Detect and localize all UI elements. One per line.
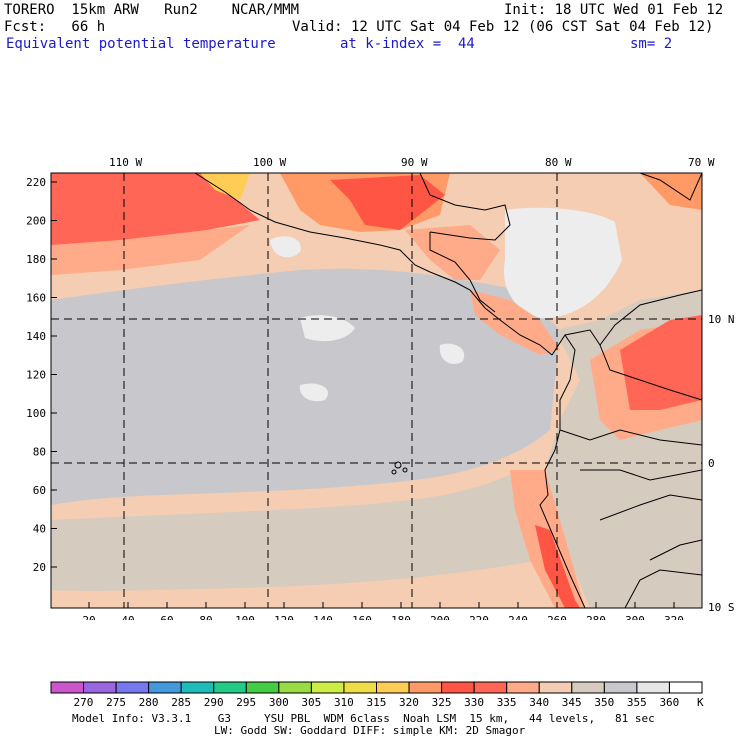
colorbar-swatch: [668, 681, 703, 694]
colorbar-label: 290: [203, 696, 224, 709]
colorbar-label: 295: [236, 696, 257, 709]
forecast-hour: Fcst: 66 h: [4, 19, 106, 35]
valid-time: Valid: 12 UTC Sat 04 Feb 12 (06 CST Sat …: [292, 19, 714, 35]
y-tick-label: 220: [26, 176, 46, 189]
x-tick-label: 180: [391, 614, 411, 620]
colorbar-swatch: [310, 681, 345, 694]
y-tick-label: 180: [26, 253, 46, 266]
colorbar-label: 340: [529, 696, 550, 709]
colorbar-swatch: [506, 681, 540, 694]
colorbar-label: 315: [366, 696, 387, 709]
model-title: TORERO 15km ARW Run2 NCAR/MMM: [4, 2, 300, 18]
x-tick-label: 260: [547, 614, 567, 620]
y-tick-label: 20: [33, 561, 46, 574]
field-name: Equivalent potential temperature: [6, 36, 276, 52]
colorbar-label: 330: [464, 696, 485, 709]
x-tick-label: 40: [121, 614, 134, 620]
model-info: Model Info: V3.3.1 G3 YSU PBL WDM 6class…: [72, 712, 655, 725]
k-index: at k-index = 44: [340, 36, 475, 52]
colorbar-swatch: [180, 681, 215, 694]
colorbar-swatch: [278, 681, 312, 694]
colorbar-label: 300: [268, 696, 289, 709]
lon-label: 90 W: [401, 156, 428, 169]
y-tick-label: 100: [26, 407, 46, 420]
colorbar-swatch: [50, 681, 85, 694]
smoothing: sm= 2: [630, 36, 673, 52]
map-frame: [50, 172, 703, 609]
lon-label: 80 W: [545, 156, 572, 169]
lon-label: 70 W: [688, 156, 715, 169]
x-tick-label: 220: [469, 614, 489, 620]
colorbar-swatch: [115, 681, 150, 694]
colorbar-label: 275: [106, 696, 126, 709]
lon-label: 110 W: [109, 156, 142, 169]
colorbar-label: 345: [561, 696, 582, 709]
graticule: [51, 173, 702, 608]
axis-ticks: [51, 181, 675, 608]
y-tick-label: 120: [26, 369, 46, 382]
colorbar-label: 310: [333, 696, 354, 709]
x-tick-label: 60: [160, 614, 173, 620]
colorbar-swatch: [213, 681, 247, 694]
y-tick-label: 140: [26, 330, 46, 343]
colorbar-label: 360: [659, 696, 680, 709]
colorbar-swatch: [245, 681, 280, 694]
colorbar-label: 320: [399, 696, 419, 709]
colorbar-label: 305: [301, 696, 322, 709]
colorbar-label: 355: [626, 696, 647, 709]
init-time: Init: 18 UTC Wed 01 Feb 12: [504, 2, 724, 18]
colorbar-swatch: [636, 681, 670, 694]
colorbar-label: 280: [138, 696, 159, 709]
colorbar-label: 270: [73, 696, 94, 709]
y-tick-label: 80: [33, 446, 46, 459]
colorbar-swatch: [148, 681, 182, 694]
lat-label: 0: [708, 457, 715, 470]
coastlines: [194, 173, 702, 608]
x-tick-label: 140: [313, 614, 333, 620]
colorbar-swatch: [571, 681, 605, 694]
colorbar-swatch: [376, 681, 410, 694]
x-tick-label: 80: [199, 614, 212, 620]
y-tick-label: 60: [33, 484, 46, 497]
lat-label: 10 S: [708, 601, 735, 614]
x-tick-label: 280: [586, 614, 606, 620]
x-tick-label: 20: [82, 614, 95, 620]
colorbar-label: 350: [594, 696, 615, 709]
colorbar-swatch: [538, 681, 573, 694]
colorbar-unit: K: [697, 696, 704, 709]
x-tick-label: 100: [235, 614, 255, 620]
colorbar-swatch: [83, 681, 117, 694]
colorbar-swatch: [603, 681, 638, 694]
x-tick-labels: 20 40 60 80 100 120 140 160 180 200 220 240 260 280 30…: [82, 614, 684, 620]
colorbar-label: 335: [496, 696, 517, 709]
x-tick-label: 300: [625, 614, 645, 620]
colorbar-swatch: [441, 681, 475, 694]
colorbar: [50, 681, 703, 694]
x-tick-label: 120: [274, 614, 294, 620]
physics-info: LW: Godd SW: Goddard DIFF: simple KM: 2D…: [214, 724, 526, 737]
y-tick-label: 40: [33, 523, 46, 536]
y-tick-label: 160: [26, 292, 46, 305]
lon-label: 100 W: [253, 156, 286, 169]
colorbar-swatch: [408, 681, 443, 694]
x-tick-label: 200: [430, 614, 450, 620]
x-tick-label: 240: [508, 614, 528, 620]
galapagos: [391, 461, 408, 475]
map-fill: [51, 173, 702, 608]
x-tick-label: 320: [664, 614, 684, 620]
y-tick-labels: 220 200 180 160 140 120 100 80 60 40 20: [26, 176, 46, 574]
lat-label: 10 N: [708, 313, 735, 326]
colorbar-swatch: [343, 681, 378, 694]
colorbar-swatch: [473, 681, 508, 694]
colorbar-label: 325: [431, 696, 452, 709]
y-tick-label: 200: [26, 215, 46, 228]
theta-e-map: 110 W 100 W 90 W 80 W 70 W 10 N 0 10 S 2…: [26, 156, 735, 620]
x-tick-label: 160: [352, 614, 372, 620]
colorbar-label: 285: [171, 696, 192, 709]
